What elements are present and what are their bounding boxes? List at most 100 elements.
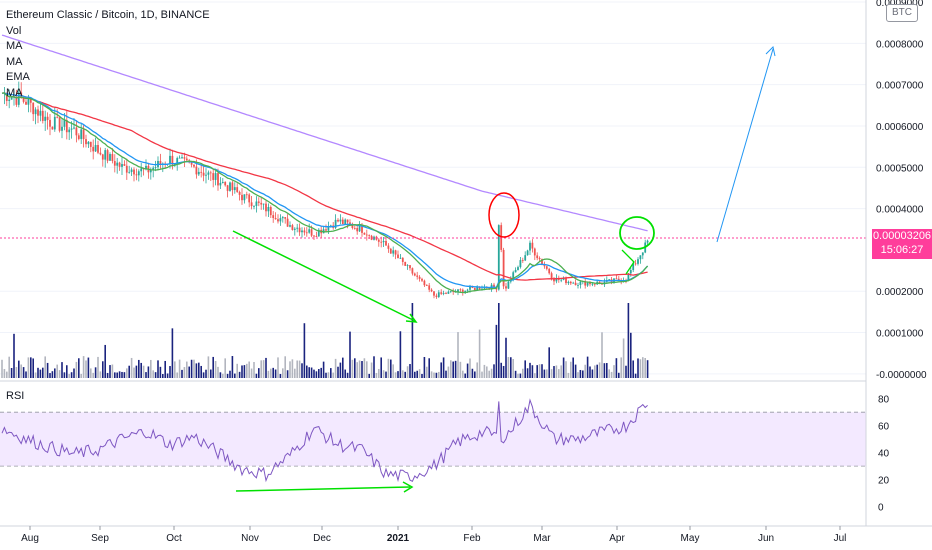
- time-tick-label: Sep: [91, 533, 109, 544]
- moving-averages: [0, 34, 866, 294]
- volume-bar: [426, 366, 428, 378]
- rsi-tick-label: 80: [878, 395, 890, 406]
- candle-body: [281, 217, 284, 219]
- volume-bar: [80, 373, 82, 378]
- volume-bar: [236, 363, 238, 378]
- candle-body: [507, 281, 510, 289]
- volume-bar: [392, 364, 394, 378]
- candle-body: [399, 257, 402, 259]
- candle-body: [637, 259, 639, 264]
- candle-body: [267, 207, 270, 212]
- volume-bar: [169, 366, 171, 378]
- candle-body: [61, 126, 63, 131]
- volume-bar: [457, 332, 459, 378]
- volume-bar: [450, 360, 452, 378]
- currency-badge[interactable]: BTC: [886, 4, 918, 22]
- volume-bar: [416, 370, 418, 378]
- time-tick-label: Apr: [609, 533, 625, 544]
- candle-body: [433, 291, 435, 296]
- candle-body: [325, 229, 327, 231]
- candle-body: [593, 283, 596, 285]
- candle-body: [505, 286, 507, 289]
- volume-bar: [543, 369, 546, 378]
- candle-body: [22, 98, 25, 102]
- volume-bar: [397, 371, 399, 378]
- candle-body: [154, 167, 157, 169]
- candle-body: [226, 185, 229, 191]
- volume-bar: [186, 361, 188, 378]
- volume-bar: [505, 337, 507, 378]
- candle-body: [382, 240, 385, 243]
- breakout-circle: [619, 216, 655, 250]
- volume-bar: [214, 360, 217, 378]
- candle-body: [476, 287, 479, 291]
- bar-countdown: 15:06:27: [880, 244, 924, 256]
- volume-bar: [178, 359, 181, 378]
- volume-bar: [519, 373, 522, 378]
- volume-bar: [150, 359, 152, 378]
- candle-body: [531, 242, 534, 249]
- volume-bar: [462, 370, 464, 378]
- time-tick-label: Oct: [166, 533, 182, 544]
- candle-body: [94, 144, 97, 152]
- candle-body: [584, 281, 587, 286]
- legend-ema[interactable]: EMA: [6, 71, 30, 83]
- volume-bar: [601, 332, 603, 378]
- volume-bar: [620, 357, 622, 378]
- candle-body: [32, 102, 35, 115]
- candle-body: [627, 273, 630, 281]
- volume-bar: [294, 368, 296, 378]
- volume-bar: [368, 373, 370, 378]
- volume-bar: [306, 365, 308, 378]
- candle-body: [514, 269, 517, 273]
- candle-body: [430, 289, 433, 292]
- rsi-tick-label: 20: [878, 476, 890, 487]
- candle-body: [279, 218, 282, 222]
- candle-body: [425, 285, 428, 287]
- candle-body: [536, 255, 539, 259]
- volume-bar: [217, 366, 219, 378]
- volume-bar: [630, 332, 632, 378]
- candle-body: [17, 92, 20, 105]
- volume-bar: [13, 333, 15, 378]
- rsi-line: [1, 398, 648, 483]
- candle-body: [56, 116, 59, 118]
- breakout-check: [621, 249, 635, 275]
- candle-body: [106, 150, 109, 161]
- volume-bar: [498, 303, 500, 378]
- candle-body: [579, 281, 582, 286]
- candle-body: [404, 261, 407, 266]
- volume-bar: [562, 357, 565, 378]
- volume-bar: [385, 371, 387, 378]
- candle-body: [51, 126, 54, 130]
- volume-bar: [442, 357, 445, 378]
- legend-vol[interactable]: Vol: [6, 24, 22, 37]
- last-price-tag: 0.00003206 15:06:27: [872, 229, 932, 259]
- legend-ma-1[interactable]: MA: [6, 40, 23, 52]
- candle-body: [586, 282, 589, 286]
- candle-body: [497, 225, 500, 290]
- legend-title[interactable]: Ethereum Classic / Bitcoin, 1D, BINANCE: [6, 9, 210, 21]
- volume-bar: [318, 369, 320, 378]
- volume-bar: [10, 367, 13, 378]
- rsi-legend[interactable]: RSI: [6, 390, 25, 402]
- volume-bar: [140, 362, 142, 378]
- candle-body: [469, 286, 471, 290]
- legend-ma-2[interactable]: MA: [6, 55, 23, 68]
- volume-bar: [308, 367, 310, 378]
- candle-body: [334, 219, 337, 228]
- rsi-pane: [0, 380, 866, 493]
- volume-bar: [97, 356, 99, 378]
- candle-body: [63, 120, 66, 127]
- volume-bar: [298, 360, 301, 378]
- candle-body: [512, 272, 515, 280]
- volume-bar: [598, 362, 601, 378]
- projection-line: [716, 48, 774, 243]
- candle-body: [459, 289, 462, 291]
- volume-bar: [534, 373, 536, 378]
- volume-bar: [478, 329, 481, 378]
- legend-ma-3[interactable]: MA: [6, 86, 23, 99]
- candle-body: [97, 144, 99, 153]
- volume-bar: [75, 361, 78, 378]
